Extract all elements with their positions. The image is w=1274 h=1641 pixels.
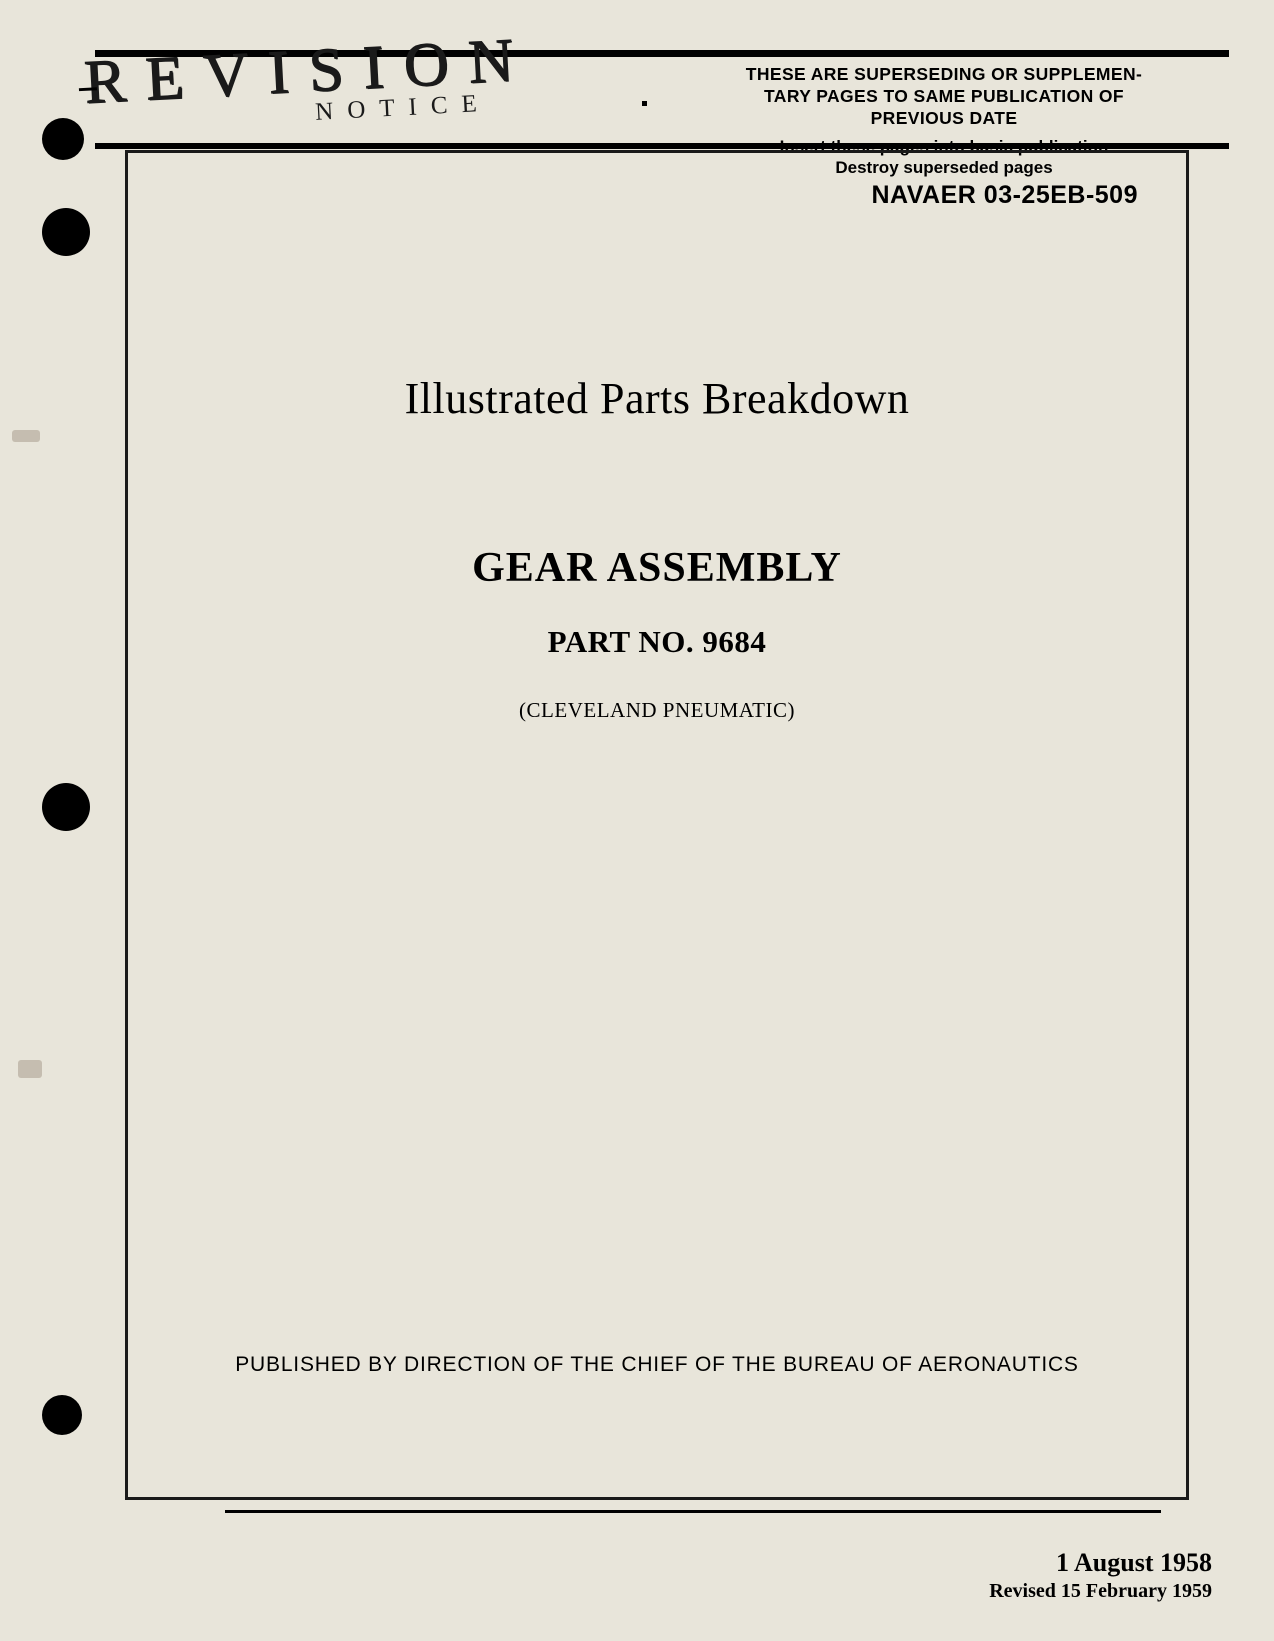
punch-hole (42, 208, 90, 256)
supersede-line: TARY PAGES TO SAME PUBLICATION OF (659, 86, 1229, 108)
document-number: NAVAER 03-25EB-509 (871, 181, 1138, 210)
part-number: PART NO. 9684 (173, 624, 1141, 660)
scan-artifact (18, 1060, 42, 1078)
original-date: 1 August 1958 (989, 1548, 1212, 1578)
scan-artifact (12, 430, 40, 442)
document-title: Illustrated Parts Breakdown (173, 373, 1141, 424)
punch-hole (42, 783, 90, 831)
assembly-title: GEAR ASSEMBLY (173, 544, 1141, 592)
punch-hole (42, 118, 84, 160)
footer-rule (225, 1510, 1161, 1513)
supersede-line: PREVIOUS DATE (659, 108, 1229, 130)
manufacturer-name: (CLEVELAND PNEUMATIC) (173, 698, 1141, 723)
footer-dates: 1 August 1958 Revised 15 February 1959 (989, 1548, 1212, 1603)
publisher-statement: PUBLISHED BY DIRECTION OF THE CHIEF OF T… (128, 1353, 1186, 1377)
document-page: REVISION NOTICE THESE ARE SUPERSEDING OR… (0, 0, 1274, 1641)
header-dot (642, 101, 647, 106)
revised-date: Revised 15 February 1959 (989, 1580, 1212, 1603)
revision-notice-stamp: REVISION NOTICE (83, 30, 540, 138)
header-banner: REVISION NOTICE THESE ARE SUPERSEDING OR… (100, 50, 1229, 150)
supersede-text: THESE ARE SUPERSEDING OR SUPPLEMEN- TARY… (659, 64, 1229, 130)
header-rule-bottom (95, 143, 1229, 149)
content-frame: NAVAER 03-25EB-509 Illustrated Parts Bre… (125, 150, 1189, 1500)
punch-hole (42, 1395, 82, 1435)
supersede-line: THESE ARE SUPERSEDING OR SUPPLEMEN- (746, 64, 1142, 84)
